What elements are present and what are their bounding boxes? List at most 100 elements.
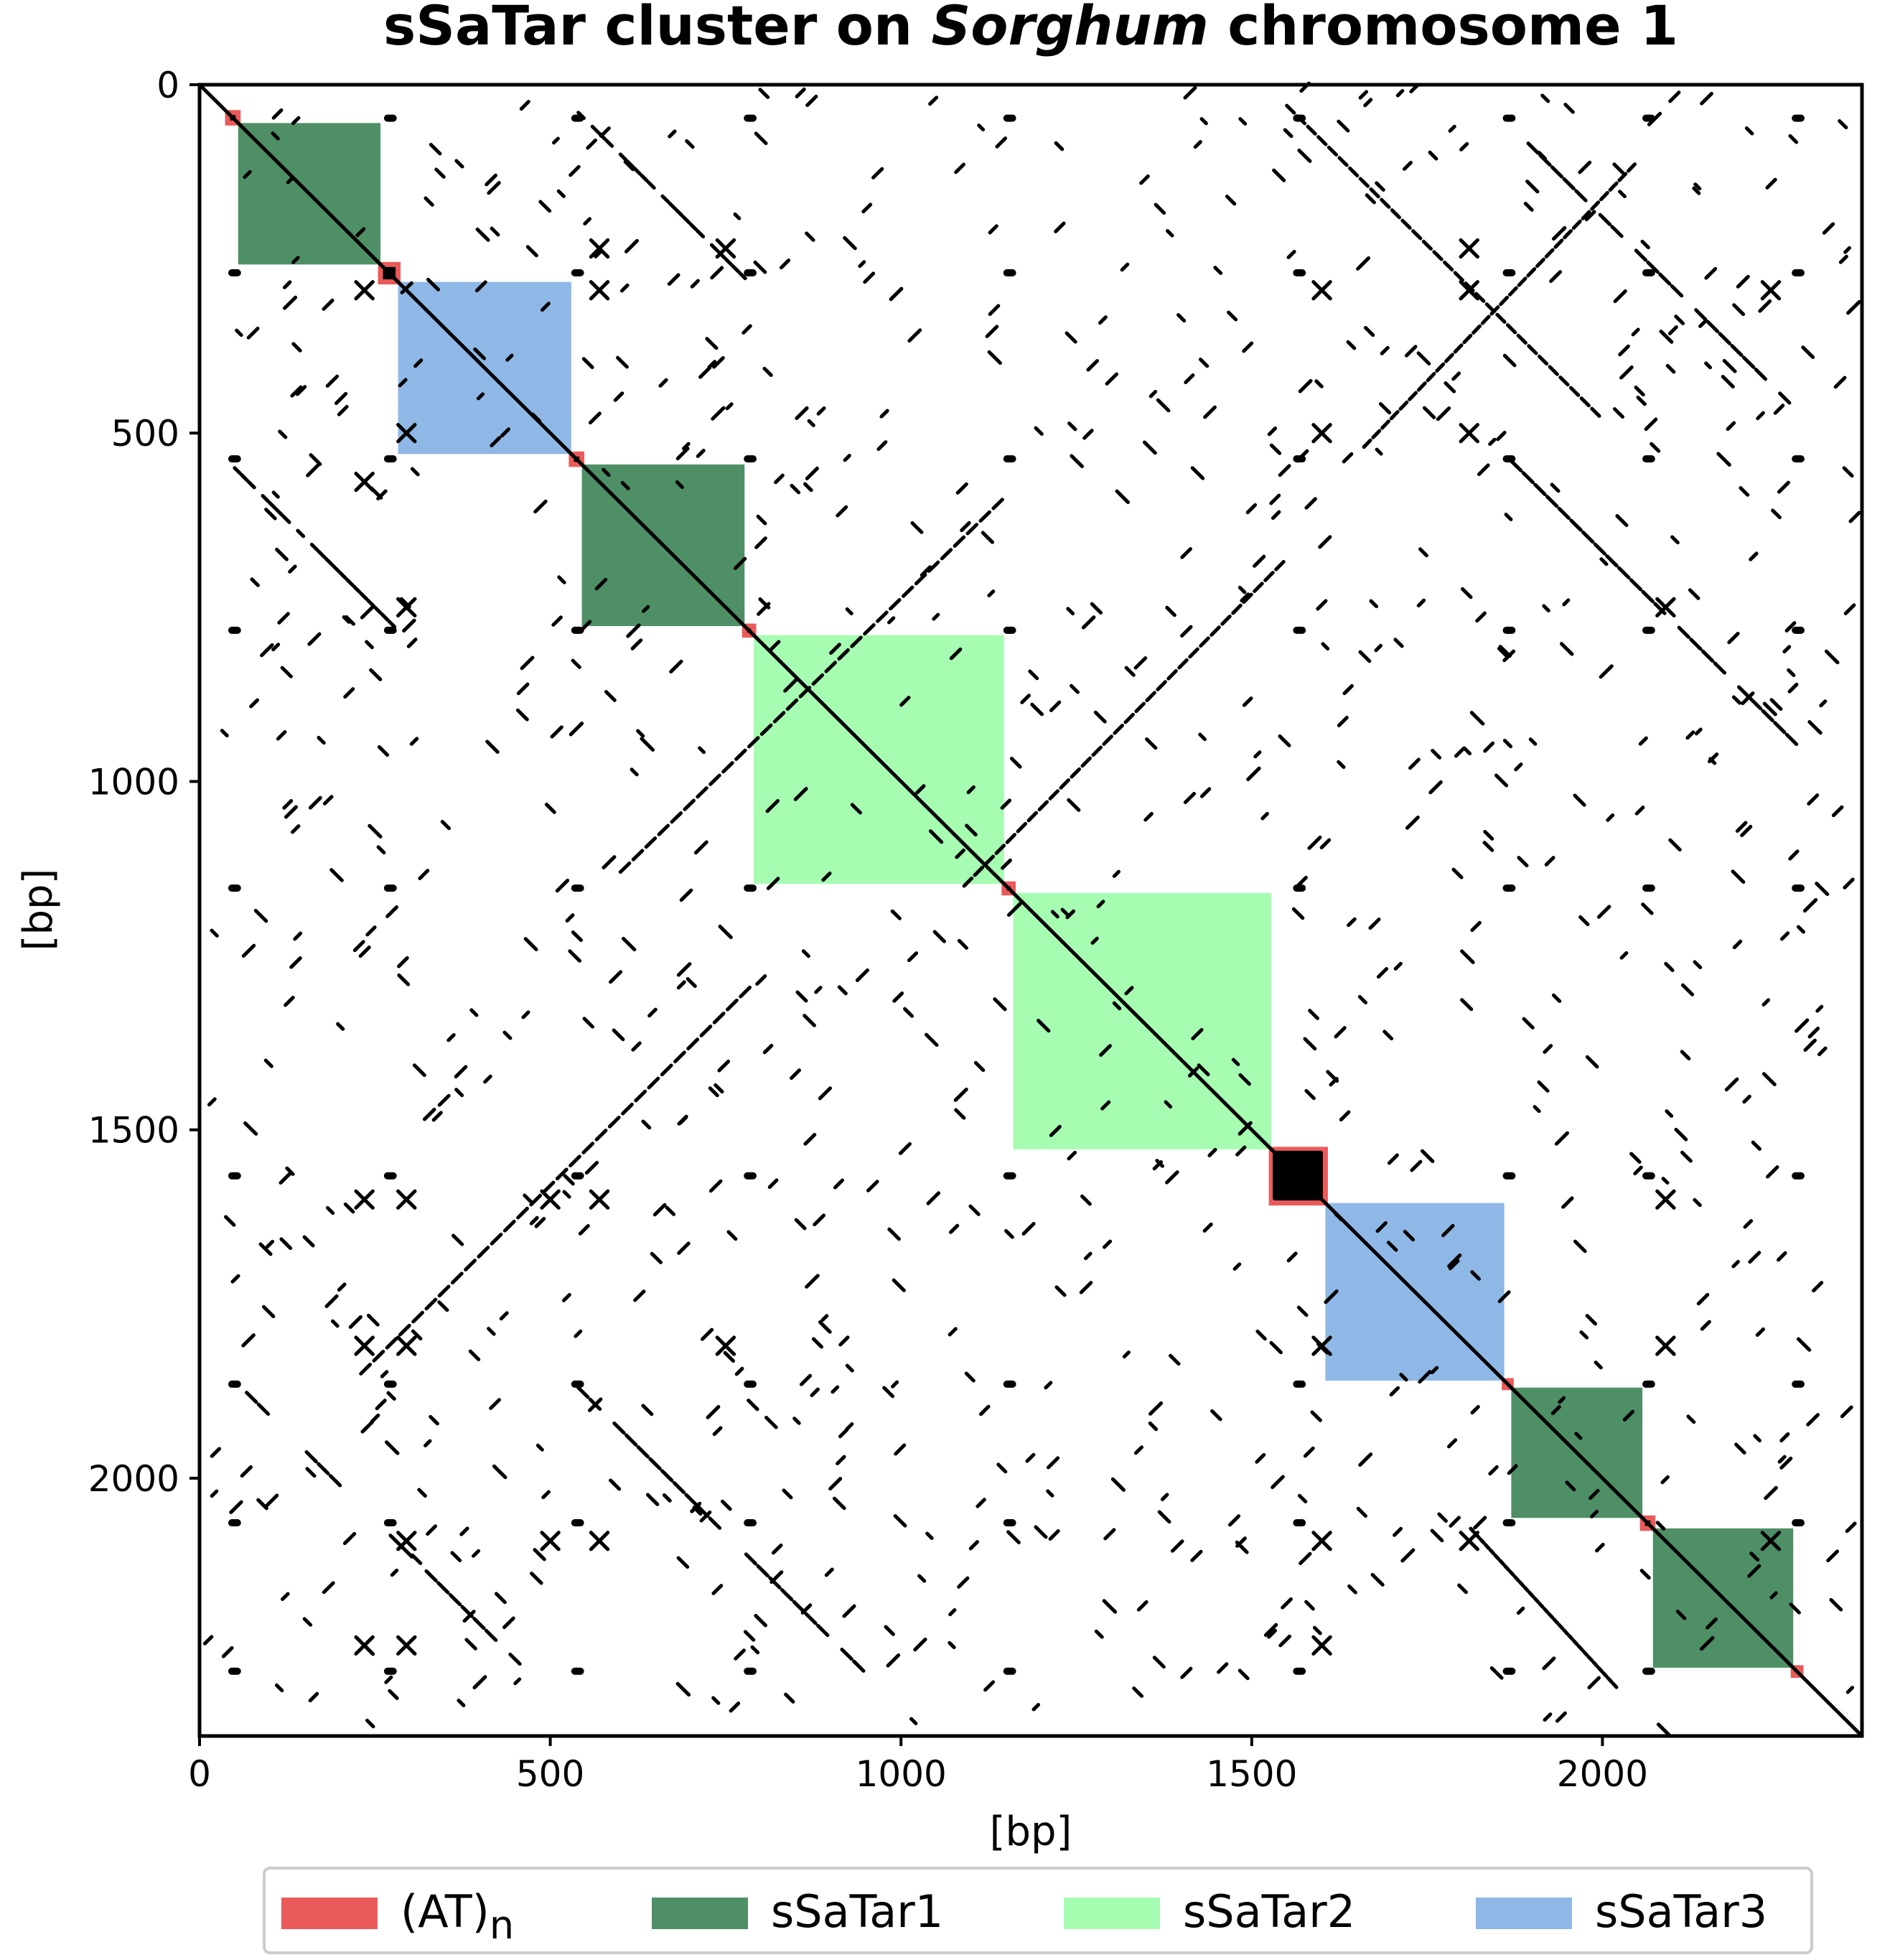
match-347 <box>317 549 327 559</box>
match-763 <box>534 1216 546 1228</box>
match-759 <box>1685 730 1695 740</box>
match-834 <box>1049 1124 1062 1137</box>
match-1181 <box>329 868 344 882</box>
match-864 <box>1286 250 1296 260</box>
match-533 <box>499 1311 509 1321</box>
match-1081 <box>1731 1259 1740 1269</box>
x-tick-label-3: 1500 <box>1206 1753 1297 1795</box>
match-944 <box>398 378 408 388</box>
match-184 <box>1507 286 1518 297</box>
match-1315 <box>1457 1583 1469 1595</box>
match-726 <box>1843 877 1855 890</box>
match-667 <box>1496 431 1507 442</box>
legend-swatch-ssatar2 <box>1064 1898 1160 1929</box>
match-785 <box>1618 344 1630 357</box>
match-896 <box>805 1274 820 1289</box>
match-788 <box>1765 177 1777 190</box>
match-1135 <box>1441 1223 1455 1238</box>
match-899 <box>756 514 767 526</box>
match-283 <box>686 1037 700 1050</box>
match-672 <box>1573 1239 1587 1254</box>
match-1274 <box>973 1060 986 1073</box>
match-850 <box>1563 103 1575 114</box>
match-532 <box>533 1548 546 1562</box>
match-1039 <box>682 442 691 451</box>
match-903 <box>1006 902 1022 917</box>
match-1158 <box>1324 1289 1339 1305</box>
match-657 <box>1082 429 1094 440</box>
match-491 <box>1403 161 1413 171</box>
match-322 <box>618 152 628 162</box>
match-1224 <box>1686 1414 1696 1424</box>
match-1234 <box>1339 1110 1351 1122</box>
match-779 <box>907 951 919 963</box>
match-1134 <box>734 1366 744 1376</box>
match-187 <box>1535 257 1545 269</box>
match-694 <box>1771 508 1782 520</box>
match-155 <box>1464 281 1475 293</box>
match-698 <box>1049 700 1062 712</box>
match-1024 <box>747 1399 759 1411</box>
match-170 <box>1380 419 1390 430</box>
match-326 <box>646 180 656 190</box>
match-500 <box>584 1160 599 1175</box>
match-727 <box>1606 813 1615 822</box>
match-445 <box>571 658 581 669</box>
match-1083 <box>1789 1602 1801 1615</box>
match-476 <box>641 1119 652 1130</box>
match-394 <box>1557 506 1571 521</box>
match-1026 <box>487 181 501 195</box>
match-1010 <box>1762 701 1777 717</box>
match-602 <box>1631 327 1640 337</box>
match-171 <box>1389 410 1400 421</box>
match-370 <box>1706 319 1720 334</box>
match-154 <box>1453 271 1464 282</box>
match-308 <box>1512 1574 1520 1582</box>
match-817 <box>375 1399 387 1411</box>
match-567 <box>981 531 995 544</box>
match-452 <box>774 473 785 485</box>
match-1230 <box>1540 93 1550 103</box>
match-1028 <box>345 615 355 626</box>
match-269 <box>502 1219 516 1233</box>
match-200 <box>983 854 996 867</box>
match-224 <box>1242 592 1253 605</box>
match-618 <box>1269 493 1281 505</box>
match-1072 <box>968 1540 980 1551</box>
match-291 <box>1596 1666 1604 1674</box>
match-379 <box>317 1462 330 1475</box>
match-315 <box>1478 1537 1486 1545</box>
match-334 <box>716 250 726 260</box>
match-1331 <box>342 1531 357 1546</box>
match-555 <box>241 1333 256 1348</box>
match-1155 <box>1314 379 1324 388</box>
match-486 <box>1680 983 1695 997</box>
match-704 <box>1444 381 1456 393</box>
match-607 <box>282 798 294 810</box>
match-823 <box>561 1292 571 1302</box>
match-824 <box>1758 299 1772 313</box>
match-1174 <box>565 913 575 923</box>
match-538 <box>1692 186 1701 195</box>
match-579 <box>871 167 884 179</box>
match-161 <box>1527 344 1538 355</box>
match-1036 <box>1528 737 1538 746</box>
match-743 <box>1410 1159 1423 1172</box>
y-tick-label-4: 2000 <box>88 1458 179 1500</box>
match-1050 <box>1405 815 1420 830</box>
match-380 <box>328 1474 342 1488</box>
match-765 <box>490 226 500 237</box>
match-410 <box>1773 721 1787 734</box>
match-577 <box>1156 398 1171 413</box>
match-654 <box>264 508 277 521</box>
legend-box <box>263 1867 1813 1954</box>
match-658 <box>1595 1542 1605 1553</box>
match-983 <box>502 1616 515 1630</box>
match-973 <box>894 1443 907 1456</box>
match-263 <box>424 1297 438 1311</box>
match-731 <box>909 1717 918 1725</box>
match-797 <box>1551 225 1567 241</box>
match-244 <box>824 661 838 673</box>
match-787 <box>837 985 848 996</box>
match-1048 <box>1735 821 1748 833</box>
